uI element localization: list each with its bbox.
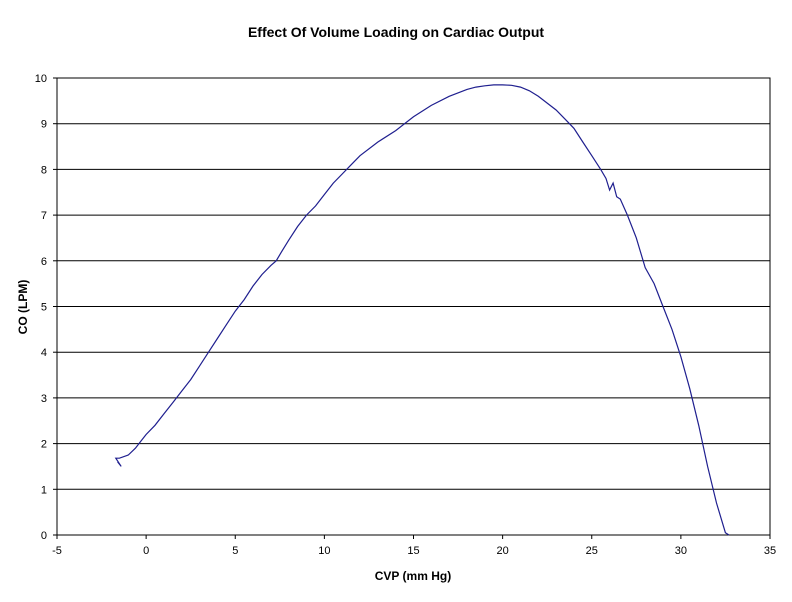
- x-tick-label: 10: [318, 545, 330, 557]
- x-tick-label: 25: [586, 545, 598, 557]
- series-line: [114, 84, 730, 536]
- y-tick-label: 4: [41, 347, 47, 359]
- x-tick-label: 15: [407, 545, 419, 557]
- x-tick-label: 30: [675, 545, 687, 557]
- y-tick-label: 5: [41, 302, 47, 314]
- y-tick-label: 8: [41, 164, 47, 176]
- x-tick-label: 5: [232, 545, 238, 557]
- y-tick-label: 1: [41, 484, 47, 496]
- y-tick-label: 7: [41, 210, 47, 222]
- x-tick-label: 20: [497, 545, 509, 557]
- y-tick-label: 0: [41, 530, 47, 542]
- y-tick-label: 2: [41, 439, 47, 451]
- y-axis: 0 1 2 3 4 5 6 7 8 9 10: [35, 73, 57, 542]
- x-tick-label: 35: [764, 545, 776, 557]
- y-tick-label: 10: [35, 73, 47, 85]
- y-axis-label: CO (LPM): [16, 280, 30, 335]
- y-tick-label: 6: [41, 256, 47, 268]
- y-tick-label: 9: [41, 119, 47, 131]
- y-tick-label: 3: [41, 393, 47, 405]
- x-tick-label: -5: [52, 545, 62, 557]
- chart-title: Effect Of Volume Loading on Cardiac Outp…: [248, 24, 544, 40]
- x-tick-label: 0: [143, 545, 149, 557]
- x-axis: -5 0 5 10 15 20 25 30 35: [52, 535, 776, 557]
- x-axis-label: CVP (mm Hg): [375, 569, 451, 583]
